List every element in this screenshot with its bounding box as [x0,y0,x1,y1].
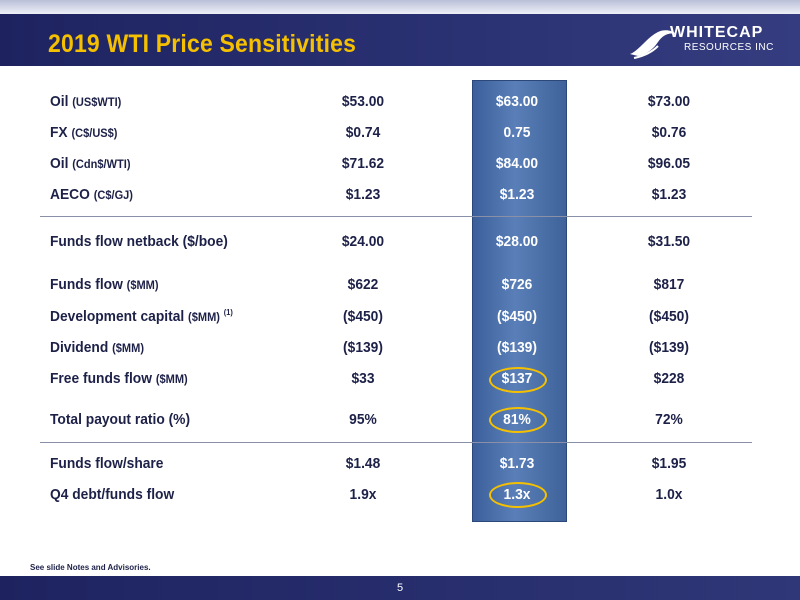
table-row: Oil (US$WTI) $53.00 $63.00 $73.00 [0,93,800,117]
row-label: Oil (Cdn$/WTI) [50,155,131,172]
row-label: Total payout ratio (%) [50,411,191,428]
cell-low: $33 [351,370,375,387]
cell-base: $1.23 [499,186,535,203]
header-bar: 2019 WTI Price Sensitivities WHITECAP RE… [0,14,800,66]
row-label: Funds flow ($MM) [50,276,159,293]
row-label: Free funds flow ($MM) [50,370,188,387]
row-label: Funds flow/share [50,455,164,472]
cell-low: $71.62 [341,155,385,172]
company-logo: WHITECAP RESOURCES INC [628,22,788,62]
cell-base: $28.00 [495,233,539,250]
advisory-note: See slide Notes and Advisories. [30,563,151,572]
cell-base: ($450) [497,308,537,325]
top-band [0,0,800,14]
cell-high: $0.76 [651,124,687,141]
divider-1 [40,216,752,217]
row-label: FX (C$/US$) [50,124,118,141]
cell-low: $53.00 [341,93,385,110]
table-row: Funds flow ($MM) $622 $726 $817 [0,276,800,300]
page-number: 5 [396,582,404,594]
cell-high: $31.50 [647,233,691,250]
cell-base: $1.73 [499,455,535,472]
cell-base: 0.75 [503,124,531,141]
footer-bar: 5 [0,576,800,600]
table-row: Funds flow netback ($/boe) $24.00 $28.00… [0,233,800,257]
cell-low: $1.48 [345,455,381,472]
cell-low: ($139) [343,339,383,356]
cell-high: $1.23 [651,186,687,203]
table-row: Oil (Cdn$/WTI) $71.62 $84.00 $96.05 [0,155,800,179]
highlighted-column [472,80,567,522]
table-row: AECO (C$/GJ) $1.23 $1.23 $1.23 [0,186,800,210]
cell-low: 95% [349,411,377,428]
cell-low: $622 [347,276,379,293]
cell-low: ($450) [343,308,383,325]
table-row: Free funds flow ($MM) $33 $137 $228 [0,370,800,394]
cell-high: ($450) [649,308,689,325]
table-row: Total payout ratio (%) 95% 81% 72% [0,411,800,435]
cell-base: $63.00 [495,93,539,110]
cell-low: $0.74 [345,124,381,141]
cell-high: 1.0x [655,486,683,503]
table-row: Q4 debt/funds flow 1.9x 1.3x 1.0x [0,486,800,510]
table-row: Funds flow/share $1.48 $1.73 $1.95 [0,455,800,479]
cell-low: 1.9x [349,486,377,503]
cell-high: $817 [653,276,685,293]
wave-icon [630,30,676,59]
cell-high: $1.95 [651,455,687,472]
cell-low: $24.00 [341,233,385,250]
cell-low: $1.23 [345,186,381,203]
footnote-marker: (1) [223,308,233,317]
cell-high: 72% [655,411,683,428]
table-row: Dividend ($MM) ($139) ($139) ($139) [0,339,800,363]
table-row: FX (C$/US$) $0.74 0.75 $0.76 [0,124,800,148]
highlight-ring-payout-ratio [489,407,547,433]
highlight-ring-debt-funds-flow [489,482,547,508]
row-label: Q4 debt/funds flow [50,486,175,503]
cell-high: $73.00 [647,93,691,110]
highlight-ring-free-funds-flow [489,367,547,393]
cell-high: $228 [653,370,685,387]
row-label: Oil (US$WTI) [50,93,122,110]
page-title: 2019 WTI Price Sensitivities [48,30,357,58]
cell-high: $96.05 [647,155,691,172]
cell-high: ($139) [649,339,689,356]
row-label: Dividend ($MM) [50,339,145,356]
cell-base: $726 [501,276,533,293]
divider-2 [40,442,752,443]
row-label: Funds flow netback ($/boe) [50,233,228,250]
cell-base: ($139) [497,339,537,356]
logo-subtitle: RESOURCES INC [684,42,774,53]
row-label: Development capital ($MM) (1) [50,308,233,325]
logo-wordmark: WHITECAP [670,24,764,41]
row-label: AECO (C$/GJ) [50,186,133,203]
table-row: Development capital ($MM) (1) ($450) ($4… [0,308,800,332]
cell-base: $84.00 [495,155,539,172]
